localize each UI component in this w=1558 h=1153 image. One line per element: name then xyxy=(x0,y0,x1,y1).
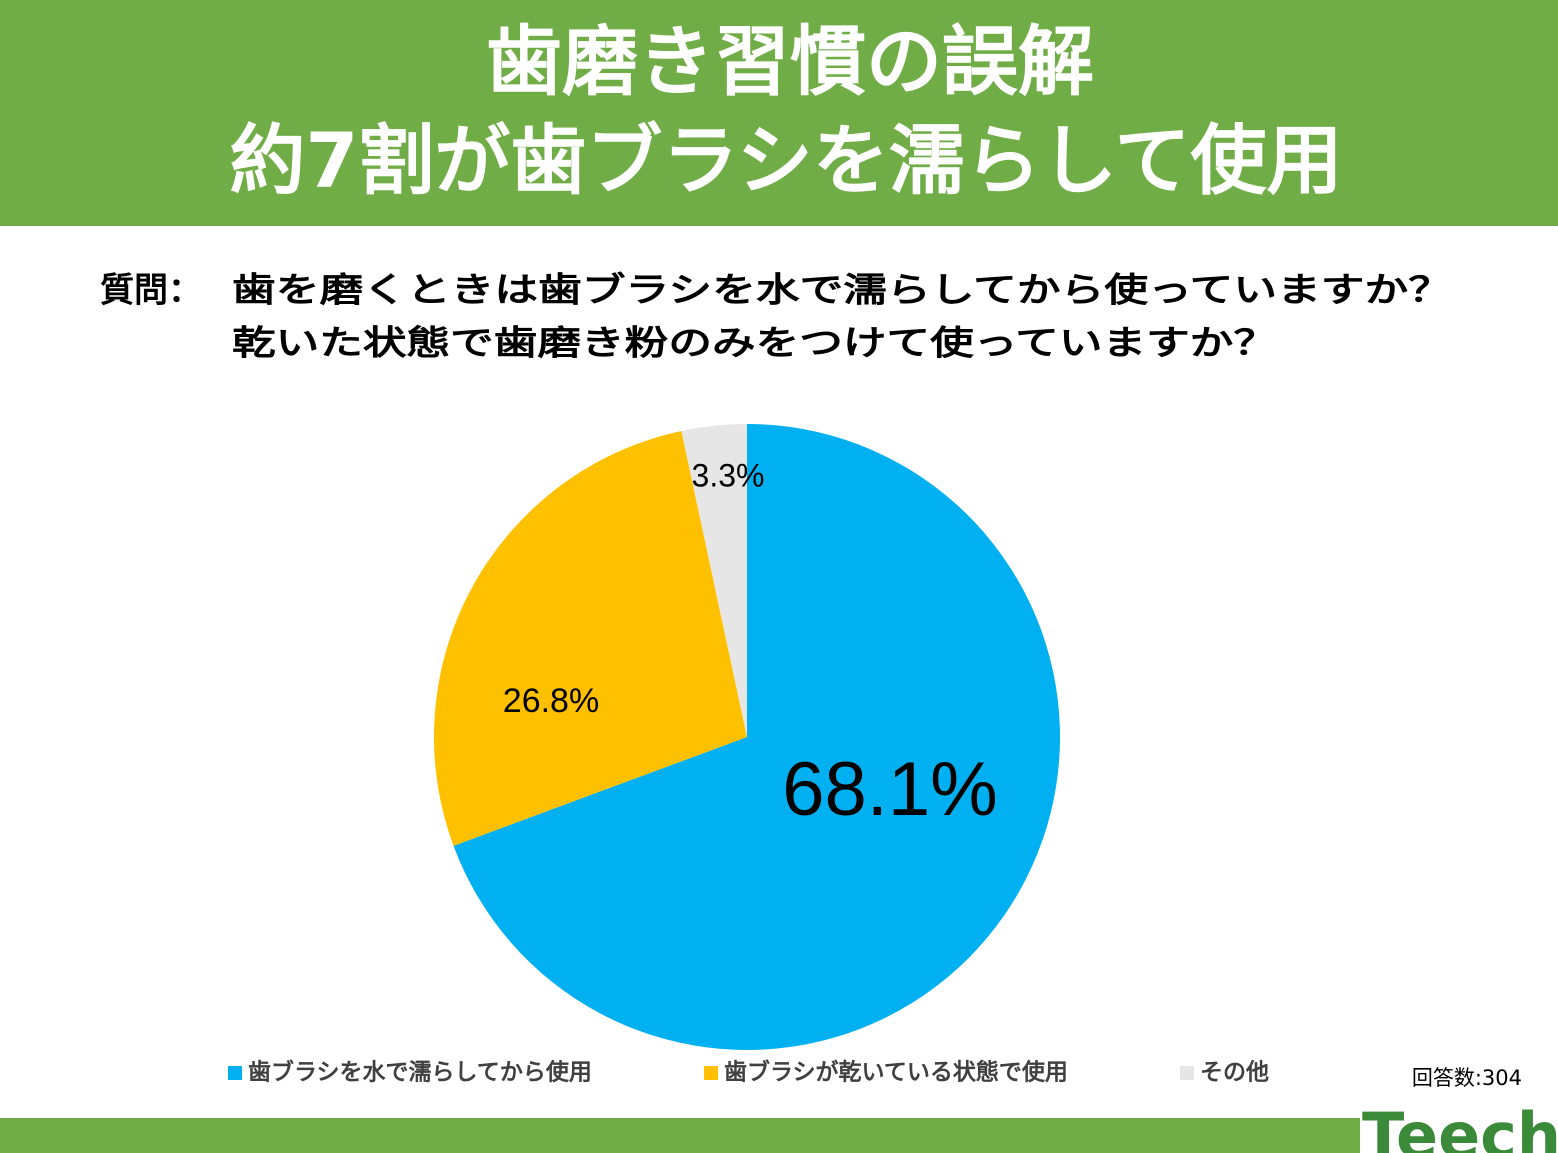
pie-slice xyxy=(434,430,747,846)
legend-label: 歯ブラシが乾いている状態で使用 xyxy=(724,1059,1068,1086)
sample-note: 回答数:304 xyxy=(1412,1066,1522,1090)
data-label: 68.1% xyxy=(782,747,998,832)
logo-box xyxy=(1360,1100,1558,1153)
pie: 68.1% 26.8% 3.3% xyxy=(434,424,1060,1050)
question-label: 質問： xyxy=(100,271,202,311)
legend-label: その他 xyxy=(1200,1060,1269,1086)
question: 乾いた状態で歯磨き粉のみをつけて使っていますか？ xyxy=(232,324,1277,364)
question: 歯を磨くときは歯ブラシを水で濡らしてから使っていますか？ xyxy=(232,271,1452,311)
legend-swatch xyxy=(228,1066,242,1080)
legend-swatch xyxy=(1180,1066,1194,1080)
chart-title: 歯磨き習慣の誤解 xyxy=(486,17,1094,106)
data-label: 3.3% xyxy=(692,457,765,493)
data-label: 26.8% xyxy=(503,682,599,720)
footer-band xyxy=(0,1118,1558,1153)
legend-swatch xyxy=(704,1066,718,1080)
chart-title: 約7割が歯ブラシを濡らして使用 xyxy=(229,116,1342,205)
pie-slice xyxy=(453,424,1060,1050)
logo: Teech xyxy=(1362,1099,1558,1153)
legend: 歯ブラシを水で濡らしてから使用 歯ブラシが乾いている状態で使用 その他 xyxy=(228,1059,1269,1086)
header-band xyxy=(0,0,1558,226)
legend-label: 歯ブラシを水で濡らしてから使用 xyxy=(248,1059,592,1086)
pie-slice xyxy=(681,424,747,737)
